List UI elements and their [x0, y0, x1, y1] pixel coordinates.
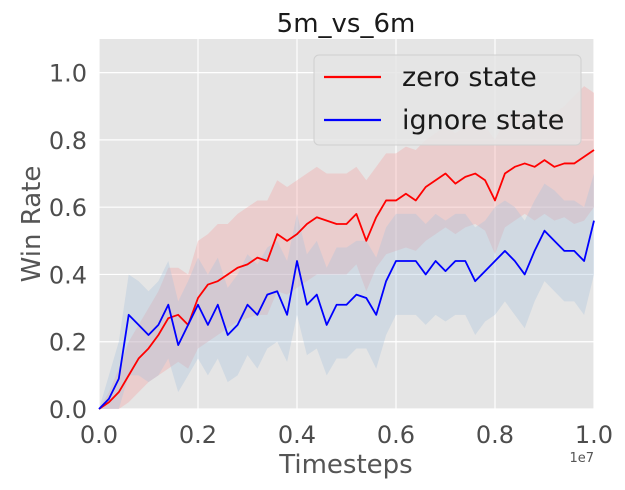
y-tick-label: 0.2	[49, 329, 87, 357]
band-ignore-state	[99, 173, 594, 409]
chart-title: 5m_vs_6m	[277, 9, 416, 39]
x-tick-labels: 0.0 0.2 0.4 0.6 0.8 1.0	[80, 421, 613, 449]
x-tick-label: 0.0	[80, 421, 118, 449]
band-zero-state	[99, 86, 594, 409]
x-tick-label: 0.8	[476, 421, 514, 449]
series-line-ignore-state	[98, 220, 595, 410]
y-tick-label: 0.8	[49, 127, 87, 155]
y-tick-label: 0.0	[49, 396, 87, 424]
confidence-bands	[99, 86, 594, 409]
y-tick-label: 0.6	[49, 194, 87, 222]
legend: zero state ignore state	[313, 54, 582, 146]
legend-label-ignore-state: ignore state	[402, 105, 564, 136]
x-tick-label: 0.4	[278, 421, 316, 449]
y-tick-label: 0.4	[49, 261, 87, 289]
x-offset-label: 1e7	[569, 451, 594, 466]
series-lines	[98, 149, 595, 410]
legend-label-zero-state: zero state	[402, 62, 537, 93]
y-tick-label: 1.0	[49, 60, 87, 88]
x-axis-label: Timesteps	[278, 450, 412, 480]
y-tick-labels: 0.0 0.2 0.4 0.6 0.8 1.0	[49, 60, 87, 424]
x-tick-label: 1.0	[575, 421, 613, 449]
series-line-zero-state	[98, 149, 595, 410]
x-tick-label: 0.2	[179, 421, 217, 449]
x-tick-label: 0.6	[377, 421, 415, 449]
y-axis-label: Win Rate	[17, 166, 47, 283]
